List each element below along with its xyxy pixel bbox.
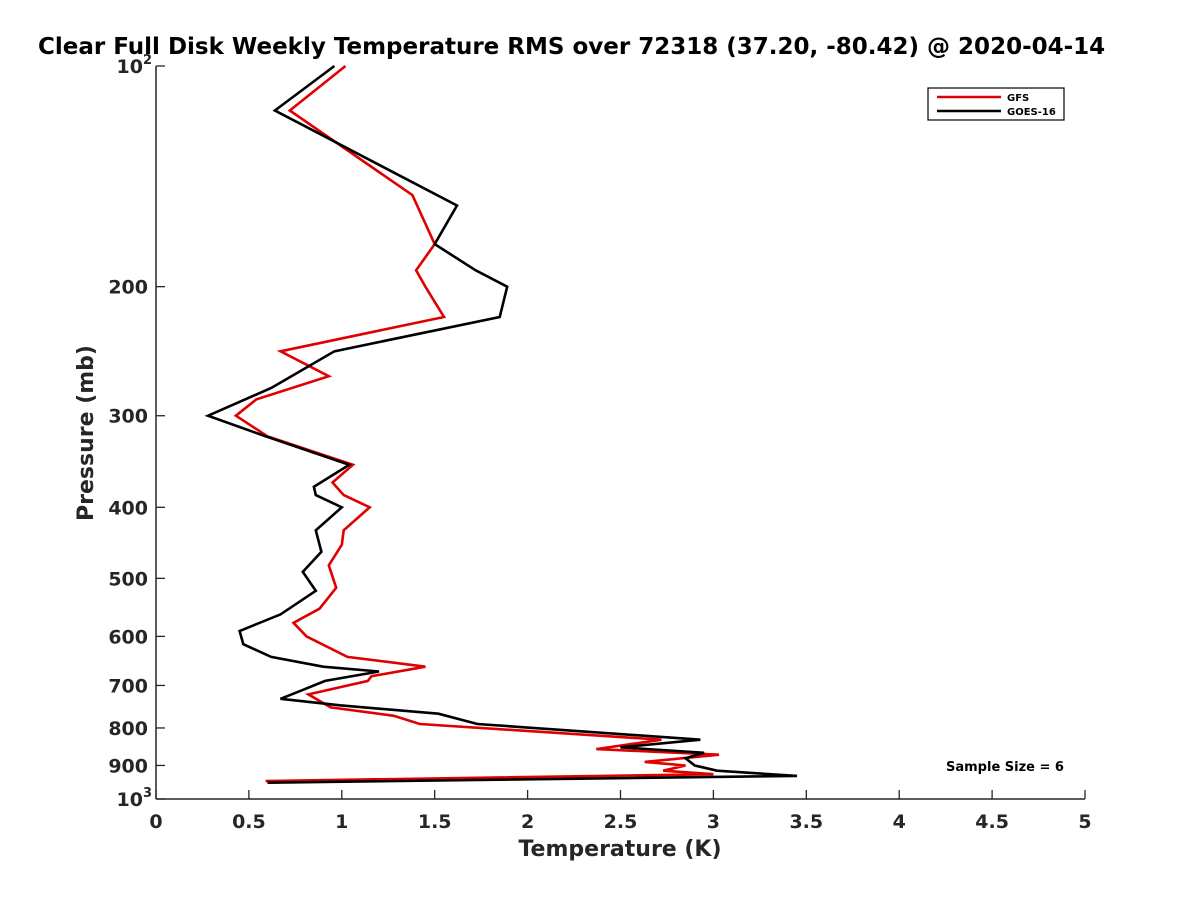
x-tick-label: 2.5 [604,811,638,833]
sample-size-annotation: Sample Size = 6 [946,760,1064,775]
y-tick-label: 200 [108,277,148,299]
x-tick-label: 2 [521,811,534,833]
y-tick-label: 600 [108,626,148,648]
x-tick-label: 0 [149,811,162,833]
y-tick-label: 800 [108,718,148,740]
plot-area: 0 0.5 1 1.5 2 2.5 3 3.5 4 4.5 5 102 200 300 400 500 600… [108,53,1091,833]
y-tick-label: 400 [108,497,148,519]
x-tick-label: 3.5 [789,811,823,833]
x-axis-label: Temperature (K) [518,837,721,862]
series-line-gfs [233,64,720,783]
y-tick-label: 500 [108,568,148,590]
x-tick-label: 4.5 [975,811,1009,833]
series-line-goes-16 [204,64,798,784]
x-tick-label: 1 [335,811,348,833]
chart-title: Clear Full Disk Weekly Temperature RMS o… [38,34,1105,60]
y-tick-label: 300 [108,406,148,428]
legend-label-goes: GOES-16 [1007,107,1056,118]
y-tick-label: 900 [108,755,148,777]
y-axis-label: Pressure (mb) [74,345,99,521]
legend: GFS GOES-16 [927,87,1065,121]
legend-box [927,87,1065,121]
y-tick-label: 700 [108,675,148,697]
x-tick-label: 0.5 [232,811,266,833]
x-tick-label: 5 [1078,811,1091,833]
x-tick-label: 4 [893,811,906,833]
legend-label-gfs: GFS [1007,93,1029,104]
x-tick-label: 3 [707,811,720,833]
y-tick-label: 102 [117,53,153,78]
x-tick-label: 1.5 [418,811,452,833]
y-tick-label: 103 [117,786,153,811]
